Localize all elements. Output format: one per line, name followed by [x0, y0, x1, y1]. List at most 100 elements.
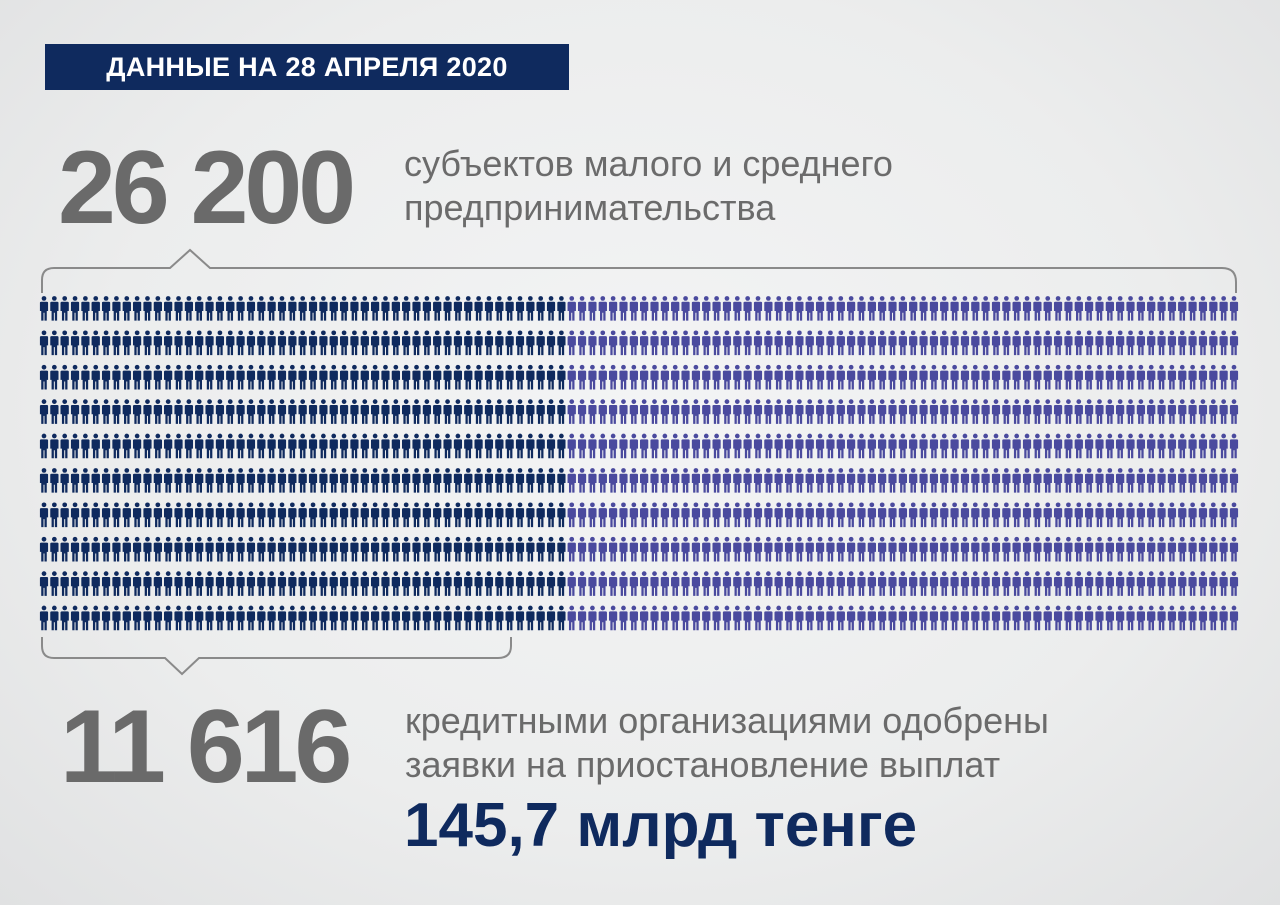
person-icon: [702, 433, 711, 459]
person-icon-approved: [360, 330, 369, 356]
person-icon-approved: [298, 433, 307, 459]
person-icon: [877, 605, 887, 631]
person-icon: [795, 605, 804, 631]
person-icon: [960, 468, 970, 493]
person-icon-approved: [453, 536, 463, 562]
person-icon: [743, 364, 752, 390]
person-icon: [898, 399, 908, 424]
person-icon-approved: [381, 399, 390, 424]
person-icon-approved: [205, 399, 214, 424]
person-icon-approved: [184, 433, 194, 459]
person-icon-approved: [257, 296, 266, 321]
person-icon: [981, 399, 990, 424]
person-icon-approved: [350, 433, 359, 459]
person-icon: [567, 330, 576, 356]
person-icon-approved: [112, 605, 121, 631]
person-icon: [619, 605, 628, 631]
person-icon-approved: [526, 399, 535, 424]
person-icon-approved: [236, 330, 245, 356]
person-icon: [702, 399, 711, 424]
person-icon-approved: [267, 605, 276, 631]
person-icon-approved: [50, 502, 59, 528]
person-icon: [733, 364, 742, 390]
person-icon: [691, 296, 701, 321]
person-icon: [950, 605, 959, 631]
person-icon: [660, 502, 670, 528]
person-icon: [846, 433, 856, 459]
person-icon-approved: [370, 296, 380, 321]
person-icon: [1136, 364, 1146, 390]
person-icon-approved: [132, 330, 142, 356]
person-icon-approved: [536, 502, 545, 528]
person-icon-approved: [505, 536, 514, 562]
person-icon: [1209, 571, 1218, 596]
person-icon-approved: [143, 330, 152, 356]
person-icon: [1033, 605, 1042, 631]
person-icon-approved: [288, 502, 297, 528]
person-icon: [1002, 399, 1011, 424]
person-icon: [971, 468, 980, 493]
person-icon-approved: [370, 330, 380, 356]
person-icon-approved: [370, 468, 380, 493]
person-icon-approved: [91, 571, 100, 596]
person-icon: [909, 399, 918, 424]
person-icon: [940, 468, 949, 493]
person-icon-approved: [215, 502, 225, 528]
person-icon-approved: [50, 433, 59, 459]
person-icon-approved: [39, 468, 49, 493]
person-icon-approved: [215, 571, 225, 596]
person-icon: [567, 433, 576, 459]
person-icon: [888, 364, 897, 390]
person-icon: [1095, 399, 1104, 424]
person-icon: [650, 571, 659, 596]
person-icon-approved: [391, 399, 401, 424]
person-icon: [1229, 433, 1239, 459]
person-icon-approved: [112, 364, 121, 390]
person-icon: [608, 296, 618, 321]
person-icon-approved: [267, 364, 276, 390]
person-icon: [774, 364, 783, 390]
person-icon: [826, 330, 835, 356]
person-icon: [598, 605, 607, 631]
person-icon: [722, 468, 732, 493]
person-icon-approved: [257, 605, 266, 631]
person-icon: [1074, 502, 1083, 528]
person-icon: [1064, 296, 1073, 321]
person-icon-approved: [184, 399, 194, 424]
person-icon: [712, 364, 721, 390]
person-icon-approved: [370, 536, 380, 562]
person-icon: [1147, 571, 1156, 596]
person-icon-approved: [226, 364, 235, 390]
person-icon-approved: [484, 433, 494, 459]
person-icon-approved: [339, 364, 349, 390]
person-icon: [1095, 571, 1104, 596]
person-icon-approved: [101, 433, 111, 459]
person-icon: [619, 571, 628, 596]
person-icon: [1229, 399, 1239, 424]
person-icon-approved: [298, 296, 307, 321]
person-icon: [981, 433, 990, 459]
person-icon-approved: [412, 571, 421, 596]
person-icon: [639, 399, 649, 424]
person-icon: [1002, 296, 1011, 321]
person-icon: [588, 502, 597, 528]
person-icon: [1105, 502, 1115, 528]
person-icon: [867, 296, 877, 321]
person-icon: [1136, 433, 1146, 459]
person-icon: [950, 399, 959, 424]
person-icon: [971, 605, 980, 631]
person-icon: [836, 296, 845, 321]
person-icon: [619, 536, 628, 562]
person-icon: [1198, 605, 1208, 631]
person-icon: [877, 364, 887, 390]
person-icon-approved: [184, 296, 194, 321]
person-icon: [1022, 605, 1032, 631]
person-icon-approved: [226, 330, 235, 356]
person-icon: [981, 536, 990, 562]
person-icon: [971, 330, 980, 356]
person-icon: [898, 536, 908, 562]
person-icon: [1198, 399, 1208, 424]
person-icon: [764, 433, 773, 459]
person-icon-approved: [536, 605, 545, 631]
person-icon-approved: [195, 399, 204, 424]
